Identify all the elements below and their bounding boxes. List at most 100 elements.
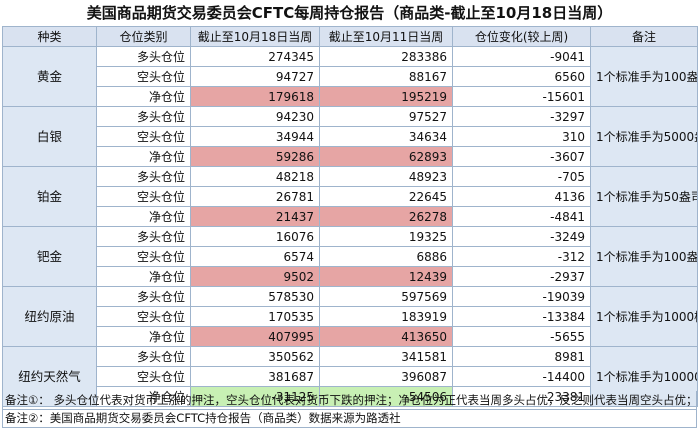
- current-week-value: 16076: [190, 226, 320, 247]
- change-value: -2937: [452, 266, 591, 287]
- table-row: 空头仓位 6574 6886 -312: [3, 246, 698, 267]
- previous-week-value: 12439: [319, 266, 453, 287]
- header-note: 备注: [590, 26, 698, 47]
- report-title: 美国商品期货交易委员会CFTC每周持仓报告（商品类-截止至10月18日当周）: [86, 4, 613, 22]
- current-week-value: 9502: [190, 266, 320, 287]
- current-week-value: 350562: [190, 346, 320, 367]
- commodity-note: 1个标准手为100盎司: [590, 226, 698, 287]
- table-row: 纽约原油 多头仓位 578530 597569 -19039 1个标准手为1000桶: [2, 286, 698, 347]
- change-value: -3249: [452, 226, 591, 247]
- commodity-name: 白银: [2, 106, 97, 167]
- header-category: 种类: [2, 26, 97, 47]
- change-value: -3607: [452, 146, 591, 167]
- change-value: 4136: [452, 186, 591, 207]
- change-value: -5655: [452, 326, 591, 347]
- previous-week-value: 97527: [319, 106, 453, 127]
- header-change: 仓位变化(较上周): [452, 26, 591, 47]
- current-week-value: 59286: [190, 146, 320, 167]
- table-row: 空头仓位 170535 183919 -13384: [3, 306, 698, 327]
- table-row: 净仓位 407995 413650 -5655: [3, 326, 698, 347]
- header-current-week: 截止至10月18日当周: [190, 26, 320, 47]
- commodity-name: 纽约天然气: [2, 346, 97, 407]
- change-value: 23381: [452, 386, 591, 407]
- previous-week-value: 597569: [319, 286, 453, 307]
- previous-week-value: 34634: [319, 126, 453, 147]
- current-week-value: 274345: [190, 46, 320, 67]
- header-position-type: 仓位类别: [96, 26, 191, 47]
- previous-week-value: 6886: [319, 246, 453, 267]
- position-label: 净仓位: [96, 266, 191, 287]
- change-value: -13384: [452, 306, 591, 327]
- previous-week-value: 341581: [319, 346, 453, 367]
- current-week-value: 48218: [190, 166, 320, 187]
- current-week-value: 94230: [190, 106, 320, 127]
- change-value: -312: [452, 246, 591, 267]
- current-week-value: 94727: [190, 66, 320, 87]
- change-value: -19039: [452, 286, 591, 307]
- table-row: 空头仓位 381687 396087 -14400: [3, 366, 698, 387]
- previous-week-value: 195219: [319, 86, 453, 107]
- previous-week-value: 396087: [319, 366, 453, 387]
- table-row: 铂金 多头仓位 48218 48923 -705 1个标准手为50盎司: [2, 166, 698, 227]
- current-week-value: 407995: [190, 326, 320, 347]
- cftc-position-table: 种类 仓位类别 截止至10月18日当周 截止至10月11日当周 仓位变化(较上周…: [2, 26, 698, 407]
- table-row: 净仓位 9502 12439 -2937: [3, 266, 698, 287]
- previous-week-value: 48923: [319, 166, 453, 187]
- position-label: 多头仓位: [96, 46, 191, 67]
- change-value: -15601: [452, 86, 591, 107]
- table-row: 空头仓位 26781 22645 4136: [3, 186, 698, 207]
- current-week-value: 381687: [190, 366, 320, 387]
- table-row: 纽约天然气多头仓位35056234158189811个标准手为10000百万英热: [2, 346, 698, 407]
- position-label: 空头仓位: [96, 126, 191, 147]
- change-value: -9041: [452, 46, 591, 67]
- commodity-name: 钯金: [2, 226, 97, 287]
- commodity-note: 1个标准手为5000盎司: [590, 106, 698, 167]
- change-value: -3297: [452, 106, 591, 127]
- position-label: 空头仓位: [96, 306, 191, 327]
- previous-week-value: 26278: [319, 206, 453, 227]
- position-label: 净仓位: [96, 86, 191, 107]
- position-label: 多头仓位: [96, 226, 191, 247]
- table-header-row: 种类 仓位类别 截止至10月18日当周 截止至10月11日当周 仓位变化(较上周…: [2, 26, 698, 47]
- table-row: 空头仓位 34944 34634 310: [3, 126, 698, 147]
- change-value: -705: [452, 166, 591, 187]
- change-value: -14400: [452, 366, 591, 387]
- commodity-note: 1个标准手为50盎司: [590, 166, 698, 227]
- current-week-value: 34944: [190, 126, 320, 147]
- current-week-value: -31125: [190, 386, 320, 407]
- position-label: 多头仓位: [96, 346, 191, 367]
- change-value: -4841: [452, 206, 591, 227]
- commodity-note: 1个标准手为100盎司: [590, 46, 698, 107]
- position-label: 空头仓位: [96, 246, 191, 267]
- table-row: 净仓位 59286 62893 -3607: [3, 146, 698, 167]
- previous-week-value: 19325: [319, 226, 453, 247]
- commodity-name: 铂金: [2, 166, 97, 227]
- position-label: 空头仓位: [96, 66, 191, 87]
- position-label: 多头仓位: [96, 166, 191, 187]
- current-week-value: 179618: [190, 86, 320, 107]
- current-week-value: 578530: [190, 286, 320, 307]
- previous-week-value: -54506: [319, 386, 453, 407]
- position-label: 空头仓位: [96, 186, 191, 207]
- commodity-name: 黄金: [2, 46, 97, 107]
- current-week-value: 170535: [190, 306, 320, 327]
- footnote-1: 备注①： 多头仓位代表对货币上涨的押注，空头仓位代表对货币下跌的押注；净仓位为正…: [2, 391, 697, 410]
- position-label: 净仓位: [96, 146, 191, 167]
- commodity-note: 1个标准手为1000桶: [590, 286, 698, 347]
- position-label: 净仓位: [96, 206, 191, 227]
- table-row: 净仓位 21437 26278 -4841: [3, 206, 698, 227]
- change-value: 8981: [452, 346, 591, 367]
- previous-week-value: 413650: [319, 326, 453, 347]
- position-label: 净仓位: [96, 326, 191, 347]
- header-previous-week: 截止至10月11日当周: [319, 26, 453, 47]
- position-label: 空头仓位: [96, 366, 191, 387]
- position-label: 净仓位: [96, 386, 191, 407]
- table-row: 净仓位 -31125 -54506 23381: [3, 386, 698, 407]
- previous-week-value: 22645: [319, 186, 453, 207]
- change-value: 6560: [452, 66, 591, 87]
- table-row: 空头仓位 94727 88167 6560: [3, 66, 698, 87]
- position-label: 多头仓位: [96, 286, 191, 307]
